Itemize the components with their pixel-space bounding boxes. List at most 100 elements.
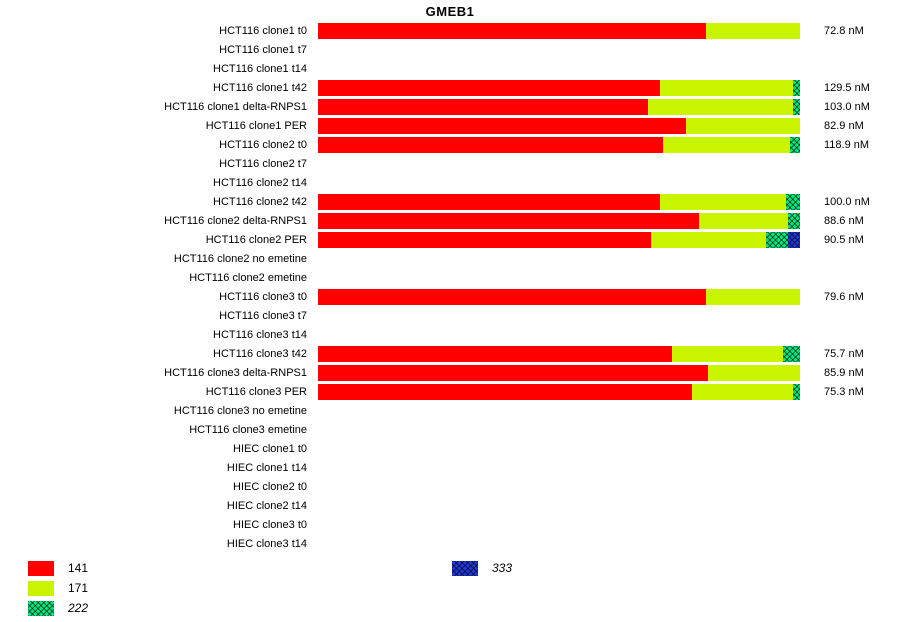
row-label: HCT116 clone1 t42 xyxy=(213,81,307,94)
bar-track xyxy=(318,479,800,495)
chart-row: HIEC clone2 t0 xyxy=(0,477,900,496)
bar-segment-141 xyxy=(318,22,706,39)
row-label: HCT116 clone3 emetine xyxy=(189,423,307,436)
bar-segment-171 xyxy=(706,288,800,305)
row-value: 82.9 nM xyxy=(824,119,864,132)
bar-track xyxy=(318,536,800,552)
legend-item-171: 171 xyxy=(28,578,88,598)
legend-item-333: 333 xyxy=(452,558,512,578)
chart-row: HCT116 clone2 no emetine xyxy=(0,249,900,268)
bar-segment-141 xyxy=(318,117,686,134)
row-label: HCT116 clone3 no emetine xyxy=(173,404,307,417)
row-value: 79.6 nM xyxy=(824,290,864,303)
row-label: HCT116 clone1 t7 xyxy=(219,43,307,56)
bar-track xyxy=(318,498,800,514)
chart-row: HCT116 clone3 delta-RNPS1 85.9 nM xyxy=(0,363,900,382)
row-value: 90.5 nM xyxy=(824,233,864,246)
bar-track xyxy=(318,212,800,229)
row-label: HCT116 clone2 t42 xyxy=(213,195,307,208)
bar-segment-141 xyxy=(318,79,661,96)
chart-row: HCT116 clone1 t7 xyxy=(0,40,900,59)
chart-rows: HCT116 clone1 t0 72.8 nM HCT116 clone1 t7 H… xyxy=(0,21,900,553)
chart-row: HCT116 clone3 no emetine xyxy=(0,401,900,420)
chart-row: HCT116 clone2 emetine xyxy=(0,268,900,287)
row-label: HCT116 clone1 PER xyxy=(205,119,307,132)
legend-item-222: 222 xyxy=(28,598,88,618)
row-value: 72.8 nM xyxy=(824,24,864,37)
bar-segment-171 xyxy=(691,383,793,400)
row-label: HCT116 clone1 t14 xyxy=(213,62,307,75)
bar-segment-141 xyxy=(318,231,651,248)
bar-track xyxy=(318,270,800,286)
legend-label-333: 333 xyxy=(492,561,513,575)
bar-segment-171 xyxy=(662,136,791,153)
bar-segment-222 xyxy=(792,383,800,400)
legend-label-222: 222 xyxy=(68,601,89,615)
row-value: 88.6 nM xyxy=(824,214,864,227)
bar-track xyxy=(318,231,800,248)
bar-segment-141 xyxy=(318,364,709,381)
row-label: HCT116 clone2 t7 xyxy=(219,157,307,170)
chart-row: HCT116 clone3 t14 xyxy=(0,325,900,344)
bar-segment-141 xyxy=(318,98,649,115)
row-value: 100.0 nM xyxy=(824,195,870,208)
bar-track xyxy=(318,22,800,39)
chart-row: HCT116 clone2 PER 90.5 nM xyxy=(0,230,900,249)
row-value: 103.0 nM xyxy=(824,100,870,113)
row-value: 75.7 nM xyxy=(824,347,864,360)
bar-segment-222 xyxy=(790,136,800,153)
bar-segment-222 xyxy=(792,79,800,96)
chart-row: HCT116 clone3 t42 75.7 nM xyxy=(0,344,900,363)
legend-label-141: 141 xyxy=(68,561,89,575)
chart-row: HIEC clone3 t0 xyxy=(0,515,900,534)
row-label: HCT116 clone3 delta-RNPS1 xyxy=(164,366,307,379)
row-label: HCT116 clone1 delta-RNPS1 xyxy=(164,100,307,113)
row-value: 129.5 nM xyxy=(824,81,870,94)
legend-swatch-141-icon xyxy=(28,560,54,576)
bar-segment-222 xyxy=(792,98,800,115)
bar-track xyxy=(318,345,800,362)
row-label: HIEC clone1 t14 xyxy=(226,461,307,474)
chart-row: HCT116 clone1 PER 82.9 nM xyxy=(0,116,900,135)
legend-swatch-222-icon xyxy=(28,600,54,616)
chart-row: HIEC clone3 t14 xyxy=(0,534,900,553)
bar-segment-141 xyxy=(318,345,673,362)
bar-segment-171 xyxy=(650,231,767,248)
chart-row: HCT116 clone1 t42 129.5 nM xyxy=(0,78,900,97)
bar-track xyxy=(318,383,800,400)
bar-track xyxy=(318,422,800,438)
row-label: HIEC clone2 t0 xyxy=(233,480,307,493)
row-label: HCT116 clone2 delta-RNPS1 xyxy=(164,214,307,227)
row-value: 75.3 nM xyxy=(824,385,864,398)
legend-column-2: 333 xyxy=(452,558,512,578)
legend-item-141: 141 xyxy=(28,558,88,578)
row-label: HCT116 clone2 PER xyxy=(205,233,307,246)
chart-row: HIEC clone2 t14 xyxy=(0,496,900,515)
bar-segment-222 xyxy=(783,345,800,362)
bar-segment-141 xyxy=(318,212,699,229)
row-label: HCT116 clone2 t0 xyxy=(219,138,307,151)
legend-swatch-333-icon xyxy=(452,560,478,576)
bar-segment-222 xyxy=(787,212,800,229)
bar-segment-222 xyxy=(785,193,800,210)
row-label: HIEC clone3 t14 xyxy=(226,537,307,550)
bar-segment-171 xyxy=(698,212,788,229)
chart-row: HCT116 clone3 t0 79.6 nM xyxy=(0,287,900,306)
bar-track xyxy=(318,136,800,153)
bar-segment-141 xyxy=(318,136,663,153)
bar-track xyxy=(318,42,800,58)
row-label: HCT116 clone2 no emetine xyxy=(173,252,307,265)
bar-segment-171 xyxy=(648,98,793,115)
row-value: 85.9 nM xyxy=(824,366,864,379)
chart-row: HIEC clone1 t0 xyxy=(0,439,900,458)
bar-segment-171 xyxy=(685,117,800,134)
chart-row: HCT116 clone1 t0 72.8 nM xyxy=(0,21,900,40)
row-label: HIEC clone1 t0 xyxy=(233,442,307,455)
bar-segment-171 xyxy=(708,364,800,381)
bar-track xyxy=(318,403,800,419)
bar-track xyxy=(318,117,800,134)
chart-row: HCT116 clone1 t14 xyxy=(0,59,900,78)
chart-row: HCT116 clone2 t14 xyxy=(0,173,900,192)
row-value: 118.9 nM xyxy=(824,138,870,151)
